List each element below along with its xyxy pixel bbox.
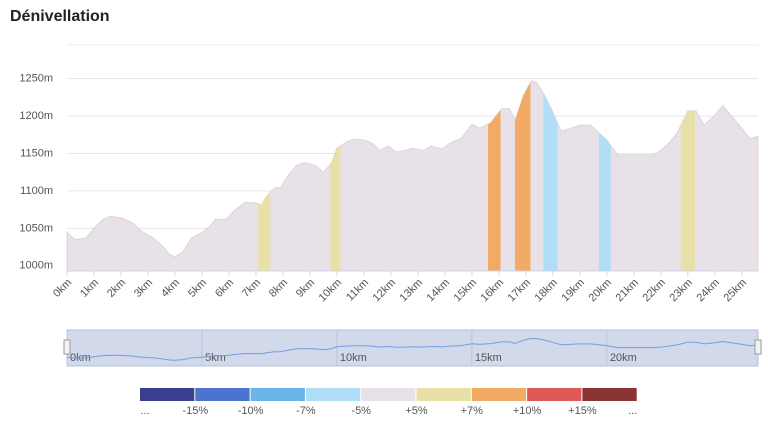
legend-label: +15% (568, 405, 597, 417)
legend-label: -10% (238, 405, 264, 417)
x-tick-label: 21km (614, 277, 642, 305)
legend-swatch (416, 388, 471, 401)
x-tick-label: 18km (533, 277, 561, 305)
x-tick-label: 8km (267, 277, 290, 300)
legend-label: ... (628, 405, 637, 417)
gradient-segment (598, 80, 611, 271)
x-tick-label: 6km (213, 277, 236, 300)
x-tick-label: 25km (721, 277, 749, 305)
y-tick-label: 1000m (19, 260, 53, 272)
legend-swatch (471, 388, 527, 401)
x-tick-label: 5km (186, 277, 209, 300)
x-tick-label: 10km (317, 277, 345, 305)
legend-label: -5% (351, 405, 371, 417)
legend-swatch (361, 388, 416, 401)
navigator-handle[interactable] (63, 339, 71, 355)
x-tick-label: 22km (640, 277, 668, 305)
y-tick-label: 1250m (19, 73, 53, 85)
navigator-tick-label: 10km (340, 352, 367, 364)
y-tick-label: 1200m (19, 110, 53, 122)
navigator-tick-label: 15km (475, 352, 502, 364)
legend-swatch (140, 388, 195, 401)
legend-label: +5% (405, 405, 428, 417)
x-tick-label: 24km (694, 277, 722, 305)
x-tick-label: 15km (452, 277, 480, 305)
x-tick-label: 17km (506, 277, 534, 305)
x-tick-label: 14km (425, 277, 453, 305)
legend-swatch (195, 388, 250, 401)
navigator-bg (66, 329, 759, 367)
navigator-handle[interactable] (754, 339, 762, 355)
y-tick-label: 1050m (19, 222, 53, 234)
legend-label: ... (140, 405, 149, 417)
x-tick-label: 0km (51, 277, 74, 300)
legend-swatch (582, 388, 637, 401)
legend-swatch (305, 388, 361, 401)
navigator-tick-label: 20km (610, 352, 637, 364)
gradient-segment (543, 80, 558, 271)
y-tick-label: 1100m (20, 185, 53, 197)
x-tick-label: 16km (479, 277, 507, 305)
navigator-line (66, 337, 759, 361)
x-tick-label: 13km (398, 277, 426, 305)
gradient-segment (515, 80, 531, 271)
legend-label: -7% (296, 405, 316, 417)
legend-label: +7% (461, 405, 484, 417)
x-tick-label: 19km (560, 277, 588, 305)
x-tick-label: 4km (159, 277, 182, 300)
y-tick-label: 1150m (20, 147, 53, 159)
x-tick-label: 9km (294, 277, 317, 300)
navigator-tick-label: 5km (205, 352, 226, 364)
chart-title: Dénivellation (10, 8, 110, 25)
x-tick-label: 2km (105, 277, 128, 300)
elevation-area (66, 80, 759, 272)
legend-label: +10% (513, 405, 542, 417)
gradient-segment (488, 80, 501, 271)
gradient-segment (680, 80, 695, 271)
x-tick-label: 23km (667, 277, 695, 305)
x-tick-label: 12km (371, 277, 399, 305)
x-tick-label: 3km (132, 277, 155, 300)
x-tick-label: 7km (240, 277, 263, 300)
x-tick-label: 20km (587, 277, 615, 305)
x-tick-label: 11km (344, 277, 371, 304)
x-tick-label: 1km (78, 277, 101, 300)
gradient-segment (330, 80, 341, 271)
legend-label: -15% (182, 405, 208, 417)
legend-swatch (250, 388, 305, 401)
legend-swatch (527, 388, 582, 401)
